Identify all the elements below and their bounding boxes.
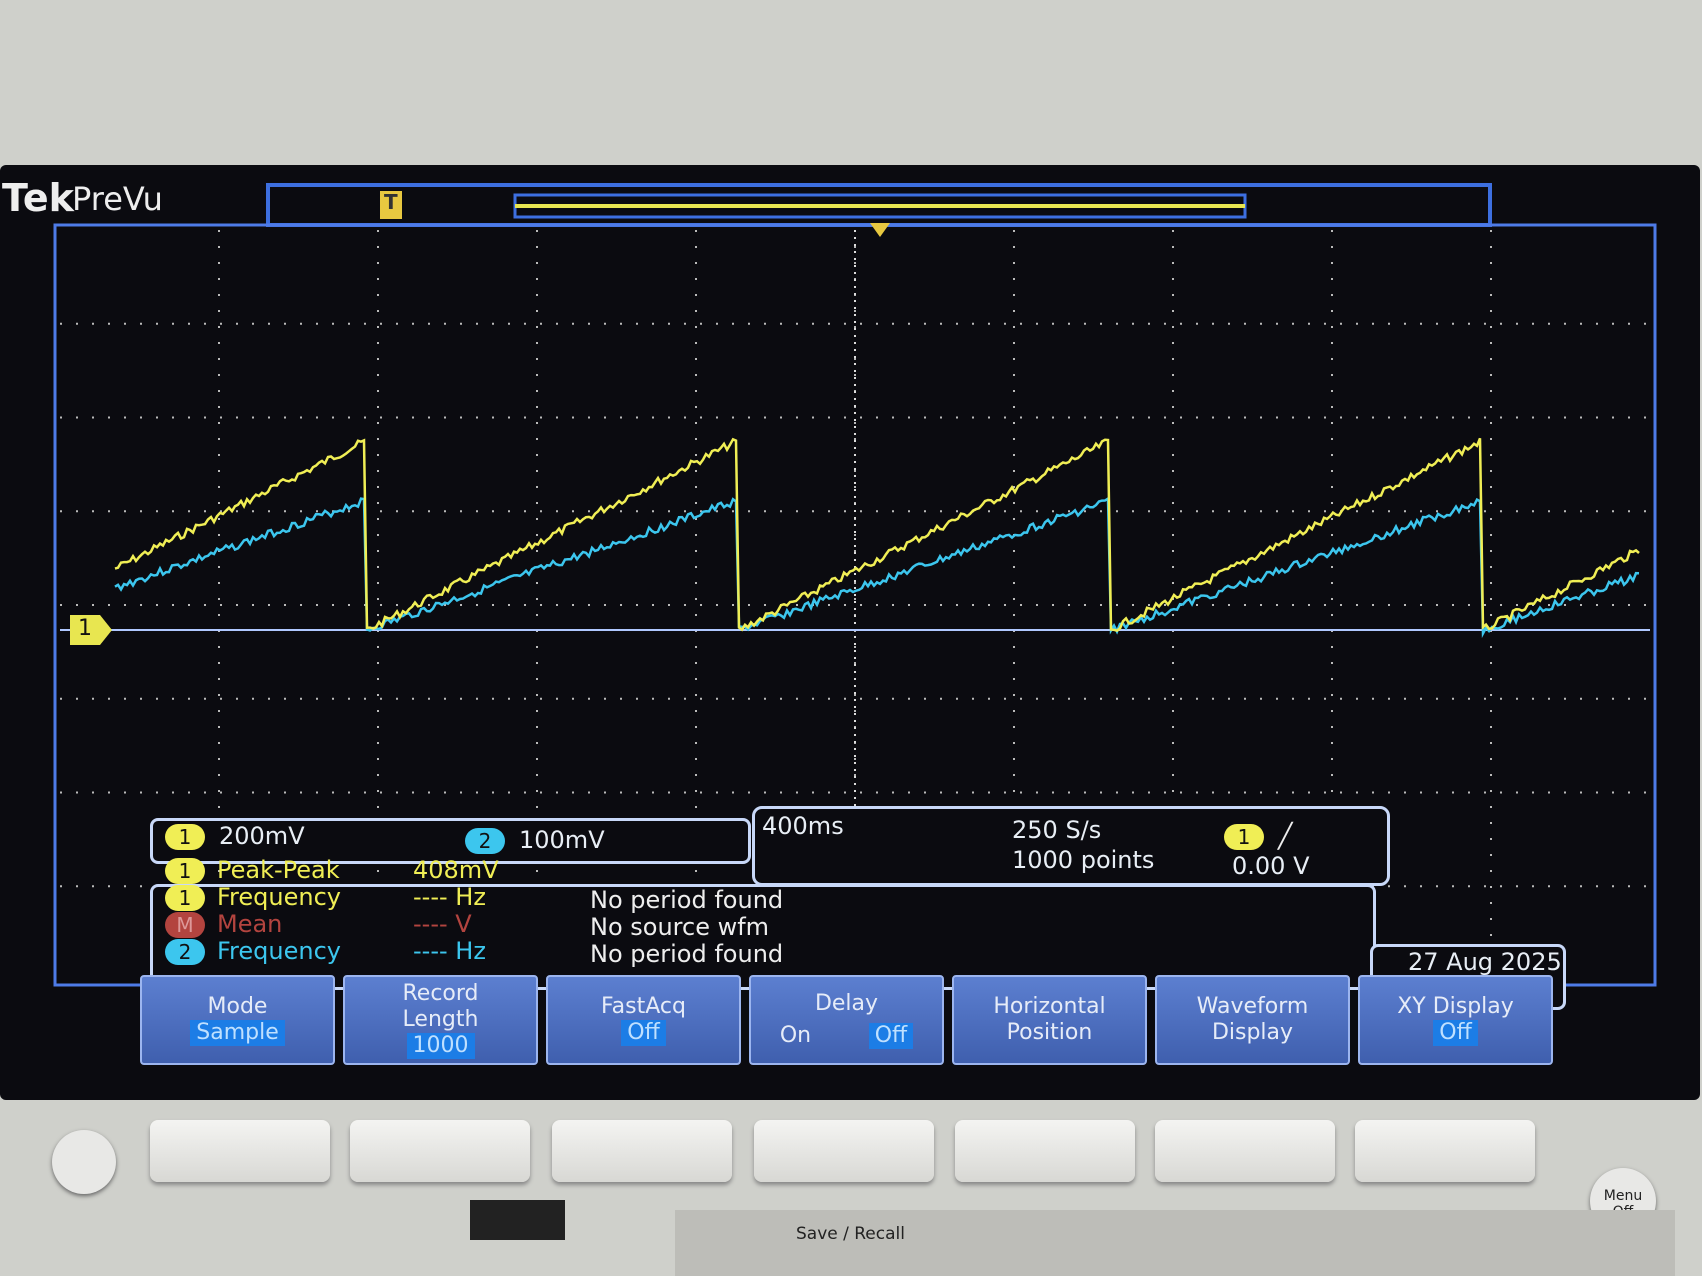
bezel-button[interactable] xyxy=(150,1120,330,1182)
menu-label: Delay xyxy=(814,991,879,1016)
trigger-marker: T xyxy=(384,190,398,214)
badge: M xyxy=(165,912,205,938)
measurement-name: Peak-Peak xyxy=(217,856,340,884)
measurement-row: M Mean ---- V No source wfm xyxy=(165,910,965,941)
menu-button[interactable]: FastAcq Off xyxy=(546,975,741,1065)
brand: Tek xyxy=(2,176,74,220)
menu-label: Record Length xyxy=(402,981,479,1032)
sample-rate: 250 S/s xyxy=(1012,816,1102,844)
usb-port xyxy=(470,1200,565,1240)
badge: 1 xyxy=(165,858,205,884)
menu-setting-row: Off xyxy=(548,1020,739,1046)
menu-option[interactable]: Off xyxy=(868,1023,914,1049)
measurement-name: Mean xyxy=(217,910,283,938)
badge: 1 xyxy=(165,885,205,911)
badge: 1 xyxy=(1224,824,1264,850)
panel xyxy=(675,1210,1675,1276)
scale: 200mV xyxy=(219,822,305,850)
menu-options: On Off xyxy=(751,1023,942,1049)
menu-setting: Sample xyxy=(190,1020,285,1046)
channel-bar xyxy=(150,818,751,864)
menu-label: FastAcq xyxy=(601,994,686,1019)
bezel-button[interactable] xyxy=(1355,1120,1535,1182)
menu-setting: Off xyxy=(621,1020,666,1046)
date: 27 Aug 2025 xyxy=(1408,948,1562,976)
bezel-button[interactable] xyxy=(552,1120,732,1182)
menu-button[interactable]: Mode Sample xyxy=(140,975,335,1065)
channel-2: 2 100mV xyxy=(465,826,605,854)
menu-button[interactable]: Waveform Display xyxy=(1155,975,1350,1065)
menu-button[interactable]: Record Length 1000 xyxy=(343,975,538,1065)
measurement-value: 408mV xyxy=(413,856,499,884)
badge: 2 xyxy=(465,828,505,854)
measurement-name: Frequency xyxy=(217,883,341,911)
menu-label: Waveform Display xyxy=(1196,994,1309,1045)
bezel-button[interactable] xyxy=(955,1120,1135,1182)
menu-button[interactable]: XY Display Off xyxy=(1358,975,1553,1065)
timebase-box xyxy=(752,806,1390,886)
bezel-button[interactable] xyxy=(754,1120,934,1182)
measurement-row: 1 Peak-Peak 408mV xyxy=(165,856,965,884)
scale: 100mV xyxy=(519,826,605,854)
menu-setting: 1000 xyxy=(406,1033,475,1059)
menu-button[interactable]: Horizontal Position xyxy=(952,975,1147,1065)
save-recall-label: Save / Recall xyxy=(796,1224,905,1244)
menu-label: Horizontal Position xyxy=(993,994,1106,1045)
measurement-status: No source wfm xyxy=(590,913,770,941)
menu-setting: Off xyxy=(1433,1020,1478,1046)
measurement-status: No period found xyxy=(590,886,784,914)
record-points: 1000 points xyxy=(1012,846,1155,874)
ground-marker: 1 xyxy=(78,616,92,641)
trigger-source: 1 ╱ xyxy=(1224,822,1292,850)
menu-setting-row: Sample xyxy=(142,1020,333,1046)
measurement-status: No period found xyxy=(590,940,784,968)
badge: 1 xyxy=(165,824,205,850)
measurement-row: 1 Frequency ---- Hz No period found xyxy=(165,883,965,914)
time-scale: 400ms xyxy=(762,812,844,840)
measurement-row: 2 Frequency ---- Hz No period found xyxy=(165,937,965,968)
menu-label: Mode xyxy=(207,994,268,1019)
product: PreVu xyxy=(72,180,163,218)
measurement-value: ---- V xyxy=(413,910,472,938)
bezel-button[interactable] xyxy=(350,1120,530,1182)
measurement-value: ---- Hz xyxy=(413,883,486,911)
menu-label: XY Display xyxy=(1397,994,1514,1019)
menu-setting-row: 1000 xyxy=(345,1033,536,1059)
badge: 2 xyxy=(165,939,205,965)
measurement-name: Frequency xyxy=(217,937,341,965)
channel-1: 1 200mV xyxy=(165,822,305,850)
measurement-value: ---- Hz xyxy=(413,937,486,965)
bezel-button[interactable] xyxy=(1155,1120,1335,1182)
menu-setting-row: Off xyxy=(1360,1020,1551,1046)
print-button[interactable] xyxy=(52,1130,116,1194)
menu-option[interactable]: On xyxy=(779,1023,812,1048)
menu-button[interactable]: Delay On Off xyxy=(749,975,944,1065)
trigger-level: 0.00 V xyxy=(1232,852,1310,880)
